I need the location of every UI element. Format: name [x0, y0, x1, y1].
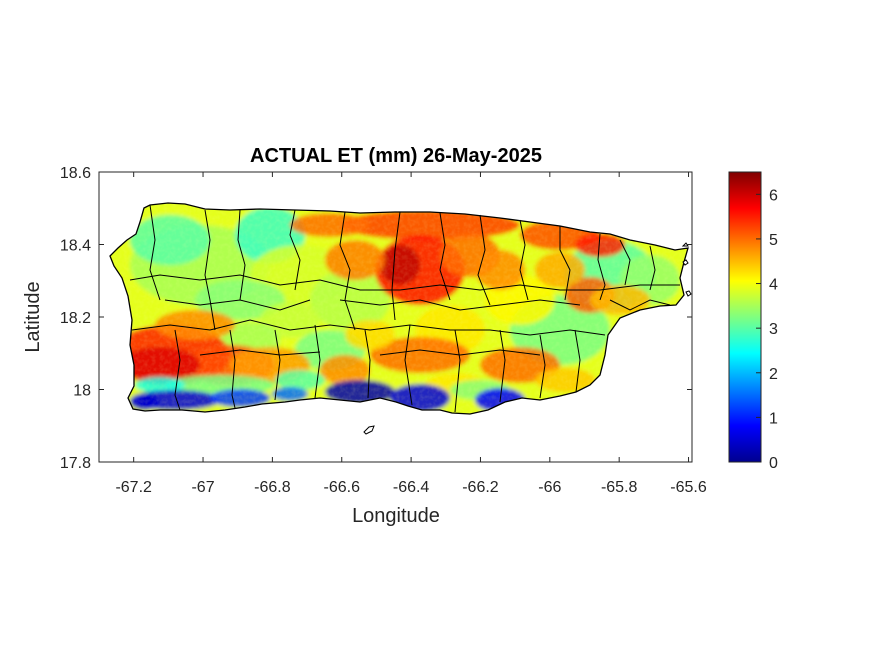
colorbar-tick-label: 0 [769, 455, 778, 472]
municipality-border [164, 299, 311, 311]
municipality-border [131, 319, 606, 336]
y-tick-label: 18.2 [60, 310, 91, 327]
municipality-border [339, 299, 581, 311]
et-texture [110, 203, 688, 414]
colorbar [728, 171, 762, 463]
municipality-border [237, 209, 246, 301]
x-tick-label: -65.6 [670, 479, 707, 496]
municipality-border [559, 226, 571, 301]
x-tick-label: -66 [538, 479, 561, 496]
municipality-border [229, 329, 236, 409]
municipality-border [314, 324, 321, 399]
x-axis-label: Longitude [352, 505, 440, 527]
x-tick-label: -67.2 [115, 479, 152, 496]
municipality-border [129, 274, 680, 291]
colorbar-tick-label: 4 [769, 277, 778, 294]
municipality-border [379, 349, 541, 356]
municipality-border [289, 209, 301, 291]
colorbar-tick-label: 2 [769, 366, 778, 383]
municipality-border [454, 329, 461, 413]
y-tick-label: 17.8 [60, 455, 91, 472]
municipality-border [609, 299, 671, 311]
municipality-border [274, 329, 281, 401]
municipality-border [649, 245, 656, 291]
municipality-borders [129, 204, 680, 413]
municipality-border [404, 324, 413, 406]
x-tick-label: -66.6 [324, 479, 361, 496]
x-tick-label: -66.2 [462, 479, 499, 496]
municipality-border [619, 239, 631, 286]
municipality-border [149, 204, 161, 301]
x-tick-label: -67 [191, 479, 214, 496]
y-axis-ticks: 17.8 18 18.2 18.4 18.6 [60, 165, 692, 472]
municipality-border [339, 211, 356, 331]
municipality-border [539, 334, 546, 399]
y-axis-label: Latitude [22, 281, 44, 352]
municipality-border [499, 329, 506, 403]
municipality-border [439, 212, 451, 301]
municipality-border [597, 233, 606, 301]
x-tick-label: -66.4 [393, 479, 430, 496]
chart-title: ACTUAL ET (mm) 26-May-2025 [250, 145, 542, 167]
colorbar-tick-label: 5 [769, 232, 778, 249]
colorbar-tick-label: 3 [769, 321, 778, 338]
municipality-border [364, 329, 371, 399]
colorbar-tick-label: 6 [769, 187, 778, 204]
municipality-border [391, 211, 401, 321]
municipality-border [574, 329, 581, 393]
y-tick-label: 18.4 [60, 238, 91, 255]
y-tick-label: 18 [73, 383, 91, 400]
x-tick-label: -66.8 [254, 479, 291, 496]
colorbar-ticks: 0 1 2 3 4 5 6 [756, 187, 778, 472]
x-axis-ticks: -67.2 -67 -66.8 -66.6 -66.4 -66.2 -66 -65.8 -65.… [115, 172, 707, 496]
municipality-border [174, 329, 181, 411]
municipality-border [204, 209, 216, 331]
colorbar-tick-label: 1 [769, 410, 778, 427]
y-tick-label: 18.6 [60, 165, 91, 182]
municipality-border [199, 349, 321, 356]
islet [363, 425, 375, 435]
x-tick-label: -65.8 [601, 479, 638, 496]
